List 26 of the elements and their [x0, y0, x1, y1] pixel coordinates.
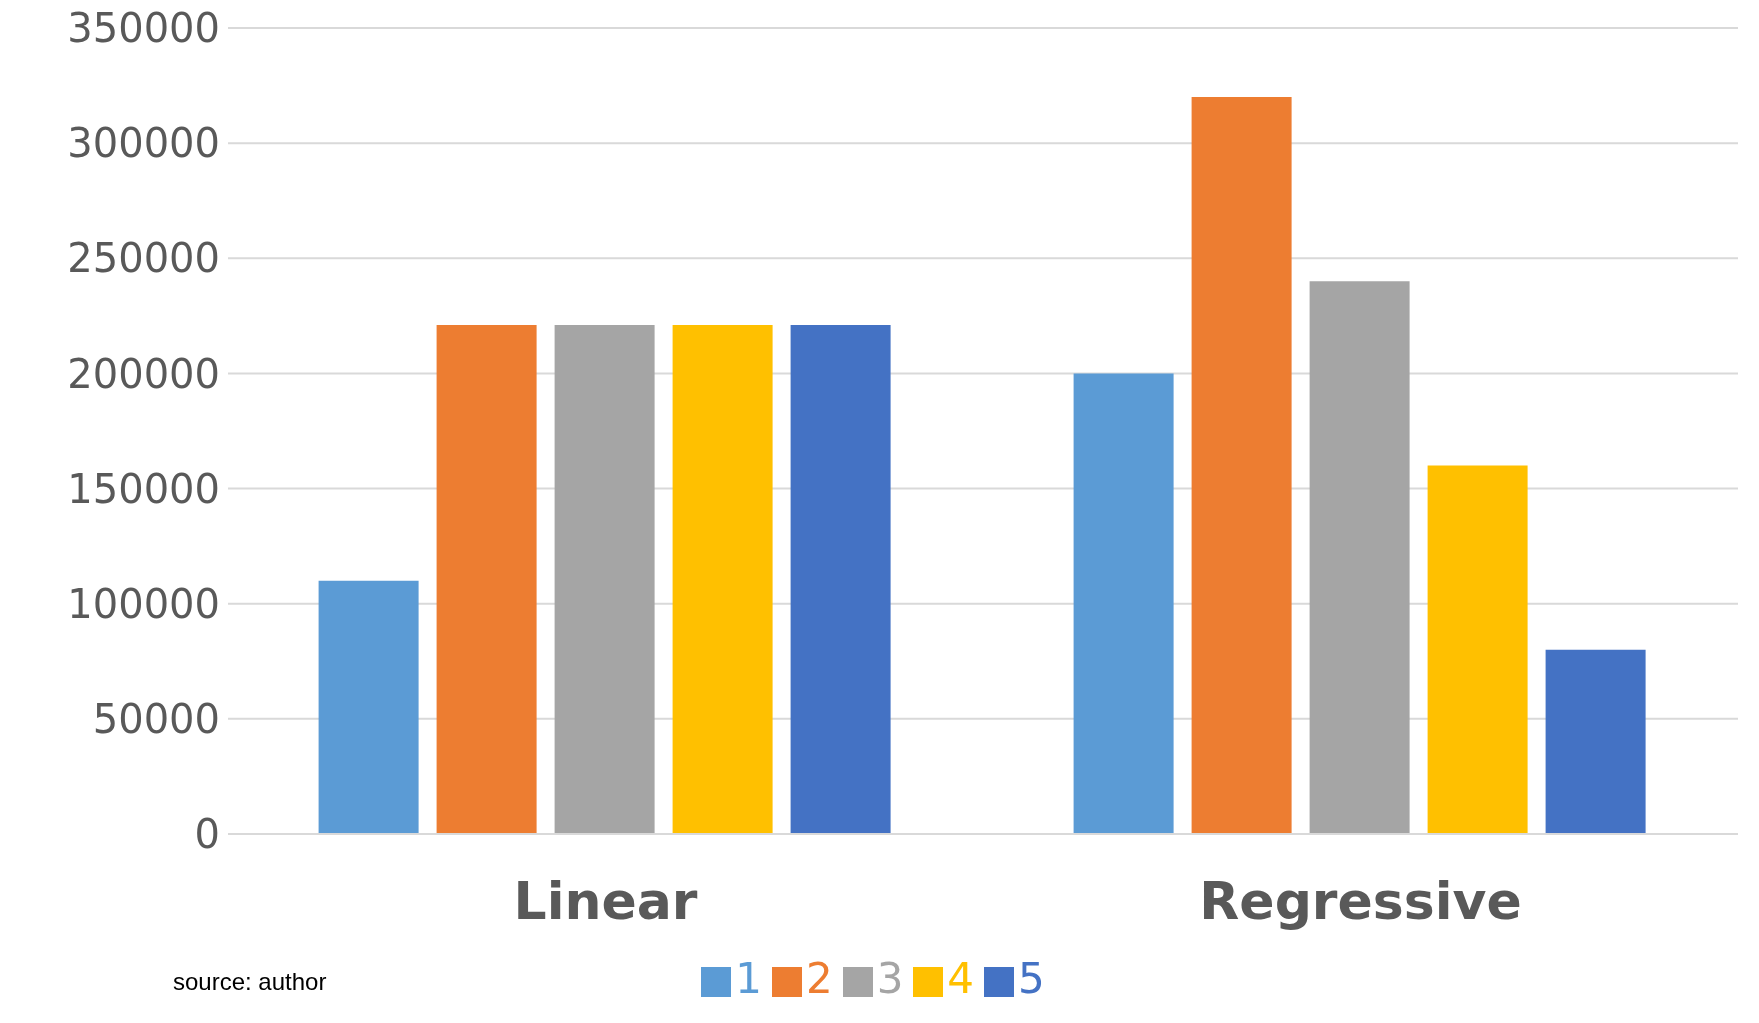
source-note: source: author: [173, 968, 327, 996]
bar: [790, 325, 891, 834]
legend-label: 3: [876, 954, 904, 1003]
y-tick-label: 250000: [67, 235, 220, 282]
x-tick-label: Linear: [513, 870, 698, 931]
legend-label: 1: [735, 954, 762, 1003]
bar: [1427, 465, 1528, 834]
bar: [1309, 281, 1410, 834]
y-tick-label: 300000: [67, 120, 220, 167]
y-tick-label: 100000: [67, 580, 220, 627]
bar: [1545, 649, 1646, 834]
bar: [436, 325, 537, 834]
bar: [318, 580, 419, 834]
bar: [1073, 373, 1174, 834]
y-tick-label: 200000: [67, 350, 220, 397]
bar: [672, 325, 773, 834]
bar: [554, 325, 655, 834]
legend-label: 5: [1018, 954, 1045, 1003]
bar: [1191, 97, 1292, 834]
y-tick-label: 350000: [67, 5, 220, 52]
legend-label: 2: [805, 954, 833, 1003]
x-tick-label: Regressive: [1199, 870, 1522, 931]
y-tick-label: 0: [194, 811, 220, 858]
legend-label: 4: [947, 954, 975, 1003]
y-tick-label: 150000: [67, 465, 220, 512]
y-tick-label: 50000: [92, 696, 220, 743]
